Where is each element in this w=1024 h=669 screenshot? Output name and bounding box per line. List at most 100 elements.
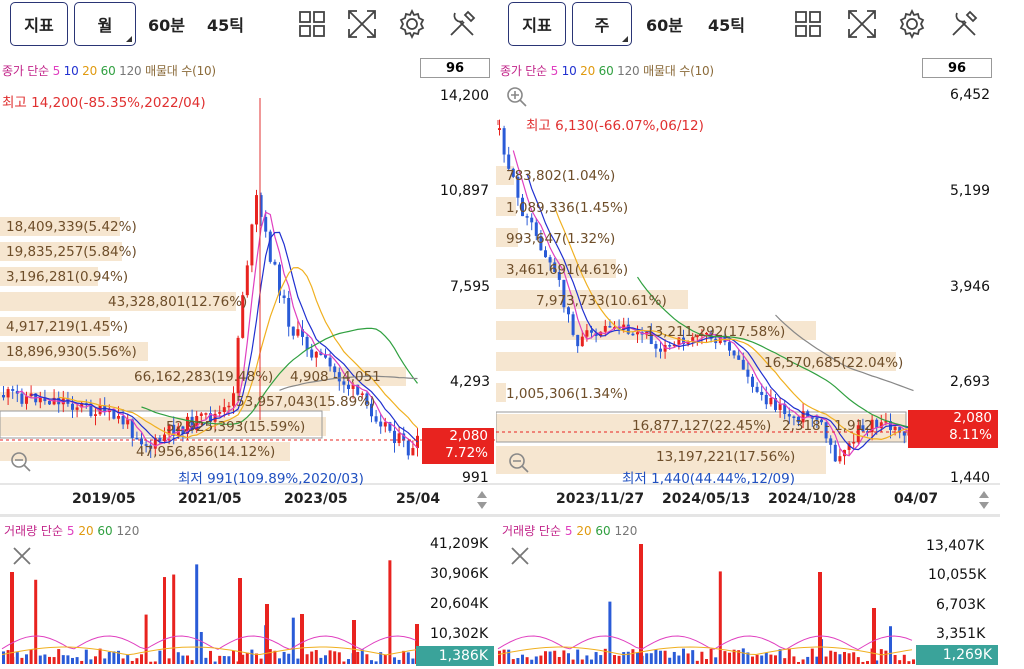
volume-bar <box>810 648 814 664</box>
interval-60min-button[interactable]: 60분 <box>148 16 185 35</box>
volume-profile-bar <box>496 352 896 371</box>
volume-bar <box>585 655 589 664</box>
volume-bar <box>158 650 162 664</box>
candle <box>126 419 130 425</box>
candle <box>576 334 580 347</box>
period-select[interactable]: 월 <box>74 2 136 46</box>
volume-bar <box>61 655 65 664</box>
volume-bar <box>622 652 626 664</box>
volume-bar <box>222 656 226 664</box>
price-change: 7.72% <box>445 445 488 461</box>
volume-bar <box>112 651 116 664</box>
volume-legend-ma120: 120 <box>116 524 140 538</box>
zoom-out-icon[interactable] <box>508 452 530 474</box>
candle <box>580 336 584 347</box>
zoom-out-icon[interactable] <box>10 451 32 473</box>
candle <box>769 397 773 405</box>
y-label: 991 <box>462 470 489 486</box>
candle <box>525 216 529 218</box>
close-volume-icon[interactable] <box>10 544 34 568</box>
volume-ma-line <box>497 646 913 656</box>
interval-45tick-button[interactable]: 45틱 <box>207 16 244 35</box>
period-select[interactable]: 주 <box>572 2 632 46</box>
volume-bar <box>186 655 189 664</box>
volume-bar <box>636 652 639 664</box>
candle <box>760 391 764 395</box>
volume-bar <box>617 655 621 664</box>
volume-bar <box>603 648 607 664</box>
volume-legend-ma60: 60 <box>595 524 611 538</box>
volume-legend-ma120: 120 <box>614 524 638 538</box>
volume-bar <box>107 651 111 664</box>
left-chart-canvas[interactable] <box>0 0 496 669</box>
interval-60min-button[interactable]: 60분 <box>646 16 683 35</box>
volume-bar <box>695 660 699 664</box>
moving-average-line <box>279 375 418 391</box>
layout-icon[interactable] <box>296 8 328 40</box>
volume-bar <box>626 651 630 664</box>
volume-bar <box>639 544 643 664</box>
volume-profile-label: 13,197,221(17.56%) <box>656 449 796 465</box>
volume-bar <box>856 657 860 664</box>
settings-icon[interactable] <box>896 8 928 40</box>
volume-bar <box>265 604 269 664</box>
candle <box>411 448 415 456</box>
candle <box>672 344 676 347</box>
legend-ma20: 20 <box>82 64 98 78</box>
low-price-label: 최저 991(109.89%,2020/03) <box>178 471 364 487</box>
moving-average-line <box>637 276 914 429</box>
count-box[interactable]: 96 <box>420 58 490 78</box>
y-label: 1,440 <box>950 470 991 486</box>
candle <box>741 359 745 370</box>
legend-ma60: 60 <box>598 64 614 78</box>
volume-bar <box>571 659 575 664</box>
volume-bar <box>774 655 777 664</box>
volume-bar <box>806 656 810 664</box>
volume-bar <box>649 653 653 664</box>
close-volume-icon[interactable] <box>508 544 532 568</box>
layout-icon[interactable] <box>792 8 824 40</box>
candle <box>296 329 300 336</box>
volume-profile-bar <box>0 317 110 336</box>
volume-bar <box>333 651 337 664</box>
volume-profile-label: 47,956,856(14.12%) <box>136 444 276 460</box>
volume-profile-label: 16,570,685(22.04%) <box>764 355 904 371</box>
candle <box>301 329 304 337</box>
indicator-button[interactable]: 지표 <box>10 2 68 46</box>
volume-bar <box>360 649 364 664</box>
candle <box>268 231 272 262</box>
candle <box>829 438 833 445</box>
candle <box>89 403 93 416</box>
moving-average-line <box>554 207 914 441</box>
volume-bar <box>190 660 194 664</box>
count-box[interactable]: 96 <box>922 58 992 78</box>
y-label: 7,595 <box>450 279 491 295</box>
indicator-button[interactable]: 지표 <box>508 2 566 46</box>
candle <box>98 405 102 415</box>
candle <box>843 449 846 457</box>
candle <box>213 413 217 422</box>
candle <box>875 419 879 429</box>
expand-icon[interactable] <box>846 8 878 40</box>
y-label: 14,200 <box>440 88 489 104</box>
moving-average-line <box>512 150 914 457</box>
scroll-arrows-icon[interactable] <box>474 488 490 512</box>
candle <box>163 434 166 442</box>
candle <box>810 417 814 419</box>
candle <box>861 425 865 432</box>
candle <box>879 422 883 429</box>
expand-icon[interactable] <box>346 8 378 40</box>
candle <box>737 355 741 360</box>
volume-bar <box>898 660 902 664</box>
scroll-arrows-icon[interactable] <box>976 488 992 512</box>
volume-bar <box>365 654 369 664</box>
right-chart-canvas[interactable] <box>496 0 1000 669</box>
volume-legend-ma20: 20 <box>78 524 94 538</box>
settings-icon[interactable] <box>396 8 428 40</box>
zoom-in-icon[interactable] <box>506 86 528 108</box>
volume-bar <box>181 655 185 664</box>
tools-icon[interactable] <box>446 8 478 40</box>
volume-bar <box>66 655 70 664</box>
tools-icon[interactable] <box>948 8 980 40</box>
interval-45tick-button[interactable]: 45틱 <box>708 16 745 35</box>
